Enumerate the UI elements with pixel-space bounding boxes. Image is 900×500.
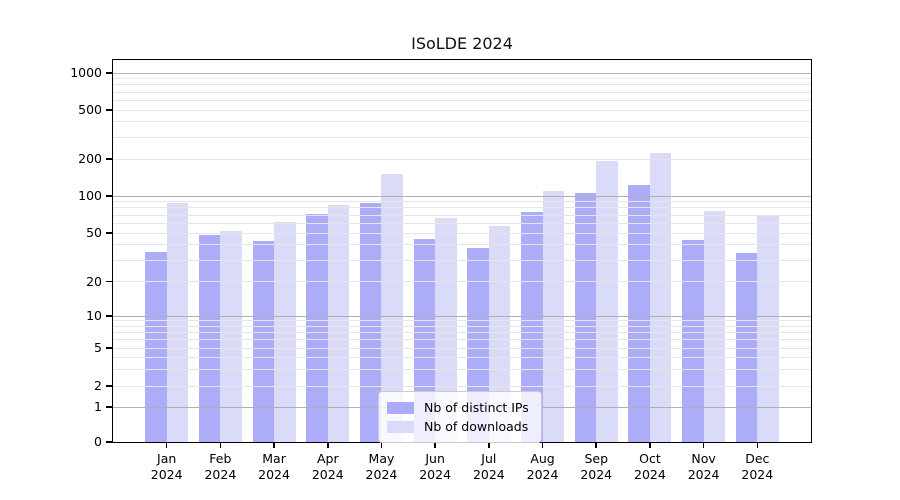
x-tick-label-aug-2024: Aug 2024 [526,451,559,482]
bar-nb-of-downloads-nov-2024 [703,211,726,442]
x-tick-nov-2024 [702,442,705,448]
y-tick-label-5: 5 [94,340,102,355]
x-tick-label-may-2024: May 2024 [365,451,398,482]
bar-nb-of-downloads-aug-2024 [542,190,565,442]
x-tick-label-mar-2024: Mar 2024 [258,451,290,482]
x-tick-label-jan-2024: Jan 2024 [150,451,183,482]
bar-nb-of-distinct-ips-feb-2024 [198,235,221,442]
bar-nb-of-downloads-sep-2024 [596,161,618,442]
bar-nb-of-downloads-jul-2024 [488,226,511,442]
y-tick-label-1000: 1000 [70,65,102,80]
y-tick-10 [106,315,112,317]
legend-swatch-distinct-ips [387,401,414,414]
x-tick-label-sep-2024: Sep 2024 [580,451,613,482]
x-tick-sep-2024 [595,442,597,448]
chart-title: ISoLDE 2024 [411,34,513,53]
bar-nb-of-distinct-ips-mar-2024 [252,240,275,442]
x-tick-apr-2024 [327,442,329,448]
x-tick-label-jul-2024: Jul 2024 [472,451,505,482]
x-tick-may-2024 [380,442,383,448]
x-tick-jan-2024 [165,442,168,448]
x-tick-label-nov-2024: Nov 2024 [687,451,720,482]
bar-nb-of-distinct-ips-jan-2024 [145,251,167,442]
bar-nb-of-distinct-ips-nov-2024 [682,239,704,442]
x-tick-mar-2024 [273,442,275,448]
y-tick-5 [106,347,112,349]
y-tick-label-10: 10 [86,308,102,323]
y-tick-label-100: 100 [78,188,102,203]
bars-layer [113,60,811,442]
x-tick-dec-2024 [756,442,759,448]
legend-label-downloads: Nb of downloads [424,419,529,434]
legend-item-distinct-ips: Nb of distinct IPs [387,398,529,417]
y-tick-2 [106,385,112,387]
bar-nb-of-downloads-jan-2024 [166,202,189,442]
y-tick-label-2: 2 [94,378,102,393]
bar-nb-of-distinct-ips-aug-2024 [521,212,543,442]
y-tick-200 [106,158,112,160]
y-tick-label-0: 0 [94,434,102,449]
x-tick-label-oct-2024: Oct 2024 [634,451,666,482]
y-tick-label-20: 20 [86,273,102,289]
legend-swatch-downloads [387,420,414,433]
y-tick-label-500: 500 [78,102,102,117]
x-tick-label-jun-2024: Jun 2024 [419,451,452,482]
bar-nb-of-distinct-ips-may-2024 [359,202,382,442]
bar-nb-of-downloads-dec-2024 [757,215,779,442]
bar-nb-of-downloads-may-2024 [381,174,403,442]
y-tick-label-200: 200 [78,151,102,166]
bar-nb-of-distinct-ips-sep-2024 [574,192,597,442]
y-tick-1000 [106,72,112,74]
bar-nb-of-distinct-ips-apr-2024 [306,213,328,442]
bar-nb-of-downloads-oct-2024 [649,152,672,442]
y-tick-label-1: 1 [94,399,102,414]
x-tick-feb-2024 [219,442,222,448]
legend-label-distinct-ips: Nb of distinct IPs [424,400,529,415]
legend-item-downloads: Nb of downloads [387,417,529,436]
bar-nb-of-downloads-feb-2024 [220,230,242,442]
x-tick-oct-2024 [649,442,651,448]
y-tick-100 [106,195,112,197]
legend: Nb of distinct IPs Nb of downloads [378,391,542,443]
plot-area: Nb of distinct IPs Nb of downloads [112,59,812,443]
y-tick-50 [106,232,112,234]
y-tick-label-50: 50 [86,225,102,240]
bar-nb-of-downloads-apr-2024 [327,204,350,442]
bar-nb-of-distinct-ips-oct-2024 [628,185,650,442]
x-tick-aug-2024 [541,442,544,448]
x-tick-jun-2024 [434,442,436,448]
y-tick-500 [106,109,112,111]
bar-nb-of-distinct-ips-dec-2024 [735,253,758,442]
y-tick-0 [106,441,112,443]
x-tick-label-dec-2024: Dec 2024 [741,451,774,482]
x-tick-label-apr-2024: Apr 2024 [311,451,344,482]
x-tick-jul-2024 [488,442,490,448]
x-tick-label-feb-2024: Feb 2024 [204,451,237,482]
y-tick-20 [106,280,112,283]
y-tick-1 [106,406,112,408]
bar-nb-of-downloads-mar-2024 [274,221,296,442]
